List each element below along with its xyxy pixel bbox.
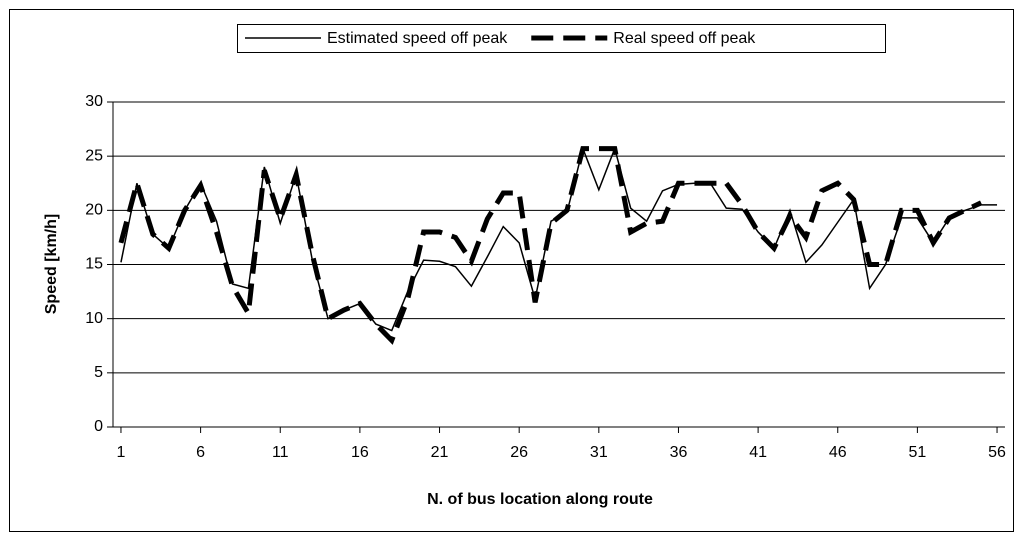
legend-label: Estimated speed off peak bbox=[327, 30, 508, 47]
x-tick-label: 41 bbox=[749, 444, 767, 461]
y-tick-label: 30 bbox=[85, 93, 103, 110]
y-tick-label: 20 bbox=[85, 202, 103, 219]
series-line bbox=[118, 146, 983, 345]
y-tick-label: 15 bbox=[85, 256, 103, 273]
x-tick-label: 16 bbox=[351, 444, 369, 461]
x-tick-label: 11 bbox=[272, 444, 289, 461]
x-tick-label: 51 bbox=[908, 444, 926, 461]
x-tick-label: 31 bbox=[590, 444, 608, 461]
chart-frame bbox=[9, 9, 1014, 532]
legend-box bbox=[237, 24, 886, 53]
x-tick-label: 26 bbox=[510, 444, 528, 461]
x-axis-title: N. of bus location along route bbox=[427, 491, 653, 508]
x-tick-label: 36 bbox=[670, 444, 688, 461]
x-tick-label: 56 bbox=[988, 444, 1006, 461]
y-tick-label: 5 bbox=[94, 364, 103, 381]
y-tick-label: 10 bbox=[85, 310, 103, 327]
x-tick-label: 46 bbox=[829, 444, 847, 461]
x-tick-label: 1 bbox=[117, 444, 126, 461]
x-tick-label: 21 bbox=[431, 444, 449, 461]
legend-label: Real speed off peak bbox=[613, 30, 756, 47]
y-axis-title: Speed [km/h] bbox=[43, 214, 60, 314]
y-tick-label: 25 bbox=[85, 147, 103, 164]
x-tick-label: 6 bbox=[196, 444, 205, 461]
y-tick-label: 0 bbox=[94, 418, 103, 435]
